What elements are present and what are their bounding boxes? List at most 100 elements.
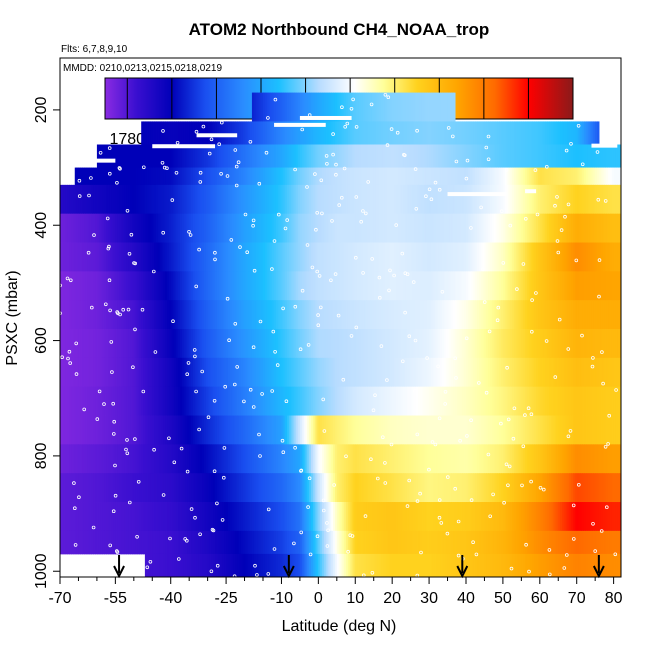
heatmap-cell	[131, 184, 135, 215]
heatmap-cell	[611, 167, 615, 186]
heatmap-cell	[501, 386, 504, 416]
heatmap-cell	[338, 415, 342, 445]
heatmap-cell	[368, 473, 371, 503]
heatmap-cell	[493, 444, 497, 474]
heatmap-cell	[482, 530, 486, 555]
heatmap-cell	[336, 242, 340, 272]
heatmap-cell	[261, 553, 264, 577]
heatmap-cell	[288, 271, 292, 301]
heatmap-cell	[552, 386, 556, 416]
heatmap-cell	[334, 530, 338, 555]
heatmap-cell	[528, 386, 532, 416]
heatmap-cell	[438, 386, 441, 416]
heatmap-cell	[209, 415, 212, 445]
heatmap-cell	[613, 386, 617, 416]
heatmap-cell	[227, 300, 231, 330]
heatmap-cell	[401, 530, 404, 555]
heatmap-cell	[425, 144, 428, 168]
heatmap-cell	[530, 386, 534, 416]
heatmap-cell	[242, 300, 246, 330]
heatmap-cell	[178, 415, 181, 445]
heatmap-cell	[327, 329, 331, 359]
heatmap-cell	[582, 300, 585, 330]
heatmap-cell	[305, 121, 308, 145]
heatmap-cell	[584, 184, 587, 215]
heatmap-cell	[512, 167, 515, 186]
heatmap-cell	[246, 473, 249, 503]
heatmap-cell	[281, 92, 284, 122]
heatmap-cell	[480, 271, 484, 301]
heatmap-cell	[536, 167, 539, 186]
heatmap-cell	[358, 92, 362, 122]
heatmap-cell	[61, 357, 65, 388]
heatmap-cell	[168, 386, 172, 416]
heatmap-cell	[517, 530, 521, 555]
heatmap-cell	[119, 300, 122, 330]
heatmap-cell	[301, 121, 305, 145]
heatmap-cell	[471, 473, 474, 503]
heatmap-cell	[381, 92, 384, 122]
heatmap-cell	[560, 184, 563, 215]
heatmap-cell	[124, 502, 128, 532]
heatmap-cell	[179, 167, 183, 186]
heatmap-cell	[312, 144, 316, 168]
heatmap-cell	[325, 300, 329, 330]
heatmap-cell	[602, 473, 605, 503]
heatmap-cell	[344, 167, 347, 186]
heatmap-cell	[65, 386, 68, 416]
heatmap-cell	[394, 386, 397, 416]
heatmap-cell	[159, 553, 163, 577]
heatmap-cell	[394, 444, 397, 474]
heatmap-cell	[344, 502, 347, 532]
heatmap-cell	[277, 92, 281, 122]
heatmap-cell	[135, 473, 139, 503]
heatmap-cell	[139, 184, 142, 215]
heatmap-cell	[504, 213, 508, 243]
heatmap-cell	[91, 167, 94, 186]
heatmap-cell	[207, 300, 211, 330]
heatmap-cell	[523, 242, 526, 272]
heatmap-cell	[176, 473, 179, 503]
heatmap-cell	[379, 473, 382, 503]
heatmap-cell	[316, 415, 319, 445]
heatmap-cell	[183, 242, 187, 272]
heatmap-cell	[609, 300, 613, 330]
heatmap-cell	[602, 144, 605, 168]
heatmap-cell	[172, 121, 176, 145]
heatmap-cell	[281, 167, 284, 186]
heatmap-cell	[434, 167, 438, 186]
heatmap-cell	[244, 473, 247, 503]
heatmap-cell	[366, 242, 369, 272]
heatmap-cell	[124, 213, 128, 243]
heatmap-cell	[71, 530, 74, 555]
heatmap-cell	[584, 386, 587, 416]
heatmap-cell	[449, 271, 452, 301]
heatmap-cell	[539, 473, 543, 503]
heatmap-cell	[491, 502, 495, 532]
heatmap-cell	[430, 502, 434, 532]
heatmap-cell	[410, 329, 414, 359]
heatmap-cell	[403, 92, 406, 122]
heatmap-cell	[248, 553, 251, 577]
heatmap-cell	[340, 473, 343, 503]
heatmap-cell	[250, 329, 253, 359]
heatmap-cell	[196, 121, 200, 145]
heatmap-cell	[453, 121, 456, 145]
heatmap-cell	[139, 530, 142, 555]
heatmap-cell	[290, 121, 294, 145]
heatmap-cell	[512, 300, 515, 330]
heatmap-cell	[253, 271, 257, 301]
heatmap-cell	[347, 184, 351, 215]
heatmap-cell	[325, 444, 329, 474]
heatmap-cell	[449, 121, 452, 145]
heatmap-cell	[351, 271, 355, 301]
heatmap-cell	[349, 444, 353, 474]
heatmap-cell	[574, 121, 578, 145]
heatmap-cell	[515, 144, 519, 168]
heatmap-cell	[362, 444, 366, 474]
heatmap-cell	[613, 444, 617, 474]
heatmap-cell	[309, 329, 312, 359]
heatmap-cell	[168, 415, 172, 445]
heatmap-cell	[106, 184, 109, 215]
heatmap-cell	[515, 530, 519, 555]
